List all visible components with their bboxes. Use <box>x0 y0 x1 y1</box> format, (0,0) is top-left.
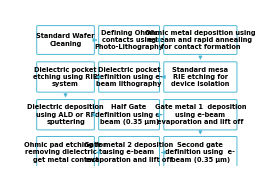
FancyBboxPatch shape <box>164 137 237 168</box>
FancyBboxPatch shape <box>99 26 160 54</box>
Text: Dielectric pocket
definition using e-
beam lithography: Dielectric pocket definition using e- be… <box>95 67 163 87</box>
Text: Gate metal 1  deposition
using e-beam
evaporation and lift off: Gate metal 1 deposition using e-beam eva… <box>155 105 246 125</box>
Text: Second gate
definition using  e-
beam (0.35 μm): Second gate definition using e- beam (0.… <box>166 142 235 163</box>
FancyBboxPatch shape <box>37 62 94 92</box>
Text: Dielectric deposition
using ALD or RF
sputtering: Dielectric deposition using ALD or RF sp… <box>27 105 104 125</box>
Text: Ohmic metal deposition using
e-beam and rapid annealing
for contact formation: Ohmic metal deposition using e-beam and … <box>145 30 256 50</box>
Text: Ohmic pad etching for
removing dielectric to
get metal contact: Ohmic pad etching for removing dielectri… <box>24 142 107 163</box>
Text: Dielectric pocket
etching using RIE
system: Dielectric pocket etching using RIE syst… <box>33 67 98 87</box>
Text: Gate metal 2 deposition
using e-beam
evaporation and lift off: Gate metal 2 deposition using e-beam eva… <box>85 142 174 163</box>
FancyBboxPatch shape <box>164 62 237 92</box>
Text: Half Gate
definition using e-
beam (0.35 μm): Half Gate definition using e- beam (0.35… <box>95 105 163 125</box>
Text: Defining Ohmic
contacts using
Photo-Lithography: Defining Ohmic contacts using Photo-Lith… <box>94 30 164 50</box>
FancyBboxPatch shape <box>164 26 237 54</box>
FancyBboxPatch shape <box>37 100 94 130</box>
FancyBboxPatch shape <box>99 62 160 92</box>
Text: Standard mesa
RIE etching for
device isolation: Standard mesa RIE etching for device iso… <box>171 67 230 87</box>
FancyBboxPatch shape <box>99 137 160 168</box>
FancyBboxPatch shape <box>164 100 237 130</box>
FancyBboxPatch shape <box>99 100 160 130</box>
Text: Standard Wafer
Cleaning: Standard Wafer Cleaning <box>36 33 95 47</box>
FancyBboxPatch shape <box>37 137 94 168</box>
FancyBboxPatch shape <box>37 26 94 54</box>
